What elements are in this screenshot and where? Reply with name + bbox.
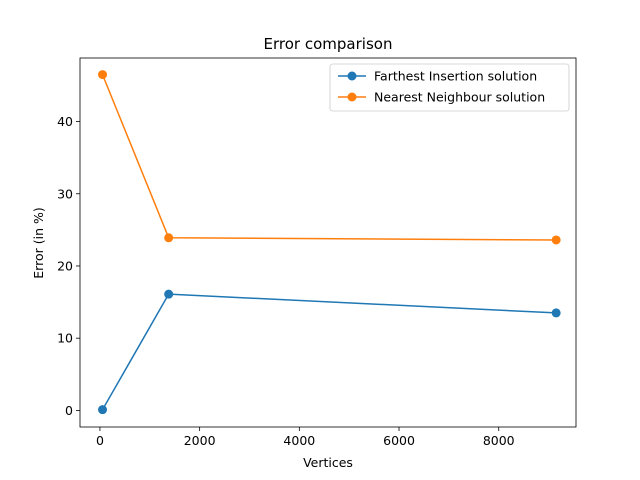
x-tick-label: 8000 xyxy=(483,433,515,448)
x-tick-label: 6000 xyxy=(383,433,415,448)
data-point xyxy=(98,70,108,80)
y-tick-label: 0 xyxy=(65,403,73,418)
data-point xyxy=(164,289,174,299)
chart-title: Error comparison xyxy=(264,35,393,53)
legend-label: Farthest Insertion solution xyxy=(374,69,537,84)
data-point xyxy=(551,235,561,245)
y-axis: 0 10 20 30 40 xyxy=(57,114,80,418)
x-axis: 0 2000 4000 6000 8000 xyxy=(96,427,515,448)
y-tick-label: 40 xyxy=(57,114,73,129)
legend: Farthest Insertion solution Nearest Neigh… xyxy=(329,63,570,112)
y-tick-label: 30 xyxy=(57,186,73,201)
legend-label: Nearest Neighbour solution xyxy=(374,90,545,105)
plot-frame xyxy=(79,57,577,428)
series-layer xyxy=(98,70,561,415)
y-tick-label: 20 xyxy=(57,258,73,273)
x-axis-title: Vertices xyxy=(303,455,353,470)
legend-marker xyxy=(347,92,357,102)
plot-area: 0 2000 4000 6000 8000 0 10 20 30 40 xyxy=(57,57,577,448)
data-point xyxy=(98,405,108,415)
x-tick-label: 4000 xyxy=(283,433,315,448)
data-point xyxy=(551,308,561,318)
legend-box xyxy=(329,63,570,112)
x-tick-label: 2000 xyxy=(184,433,216,448)
x-tick-label: 0 xyxy=(96,433,104,448)
data-point xyxy=(164,233,174,243)
y-tick-label: 10 xyxy=(57,331,73,346)
legend-marker xyxy=(347,71,357,81)
y-axis-title: Error (in %) xyxy=(31,207,46,278)
